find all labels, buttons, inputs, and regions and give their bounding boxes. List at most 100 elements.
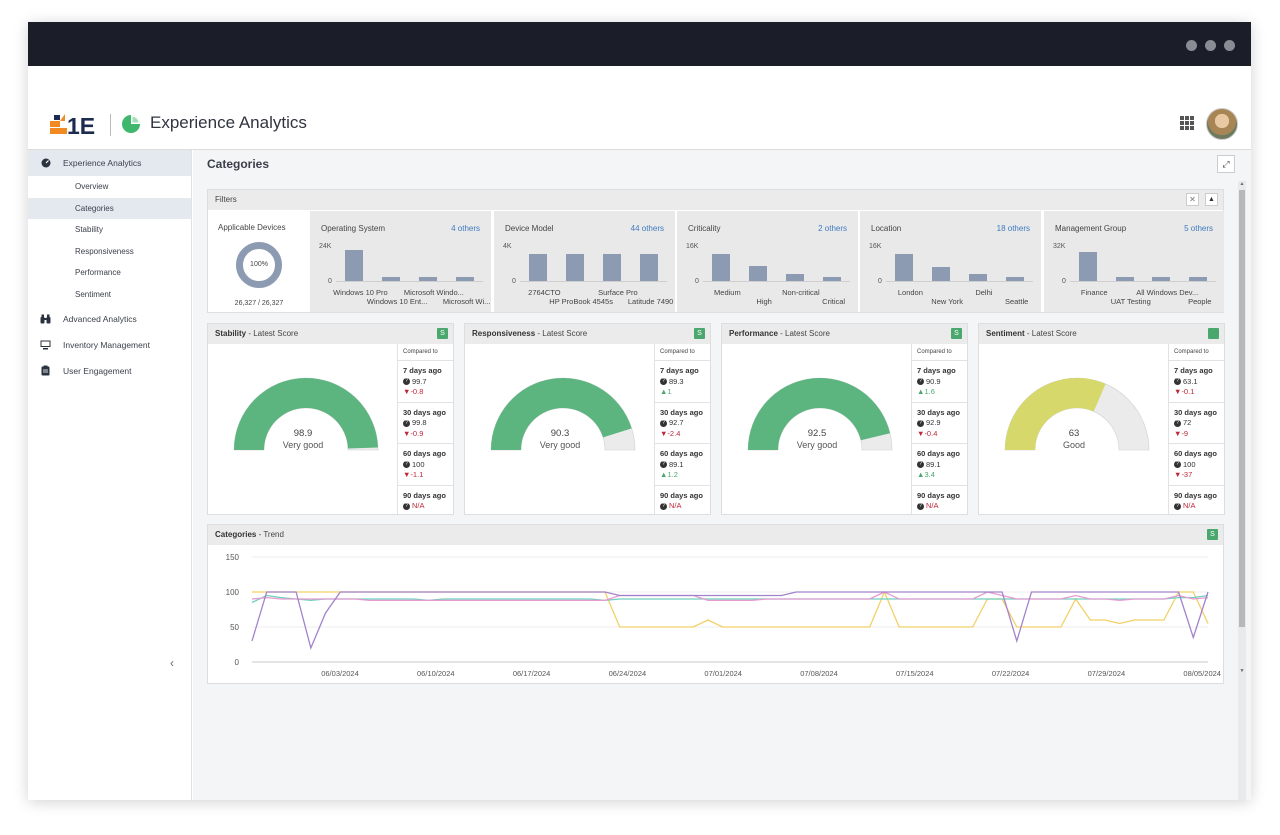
sidebar-item-user-engagement[interactable]: User Engagement: [28, 358, 191, 384]
info-icon[interactable]: ?: [660, 378, 667, 386]
filter-card[interactable]: Criticality 2 others 16K 0 Medium Non-critica…: [677, 211, 858, 312]
filter-bar[interactable]: [749, 265, 768, 281]
scrollbar-thumb[interactable]: [1239, 190, 1245, 627]
1e-logo[interactable]: 1E: [50, 112, 100, 136]
score-badge[interactable]: S: [951, 328, 962, 339]
window-menu-dots[interactable]: [1186, 40, 1235, 51]
info-icon[interactable]: ?: [660, 502, 667, 510]
filter-bar[interactable]: [602, 253, 621, 281]
info-icon[interactable]: ?: [1174, 378, 1181, 386]
filter-bar[interactable]: [382, 276, 401, 281]
sidebar-subitem-categories[interactable]: Categories: [28, 197, 191, 220]
filter-bar[interactable]: [1005, 276, 1024, 281]
info-icon[interactable]: ?: [1174, 502, 1181, 510]
sidebar-collapse-chevron-icon[interactable]: ‹: [170, 656, 174, 670]
info-icon[interactable]: ?: [917, 419, 924, 427]
sidebar-subitem-stability[interactable]: Stability: [75, 225, 104, 235]
info-icon[interactable]: ?: [403, 378, 410, 386]
sidebar-subitem-overview[interactable]: Overview: [75, 182, 109, 191]
vertical-scrollbar[interactable]: ▲ ▼: [1238, 181, 1246, 800]
filter-card[interactable]: Operating System 4 others 24K 0 Windows 10 P…: [310, 211, 491, 312]
info-icon[interactable]: ?: [660, 419, 667, 427]
filter-others-link[interactable]: 44 others: [630, 224, 664, 233]
clear-filters-icon[interactable]: ✕: [1186, 193, 1199, 206]
trend-badge[interactable]: S: [1207, 529, 1218, 540]
score-panel-stability: Stability - Latest Score S 98.9 Very good Co…: [207, 323, 454, 527]
filter-bar[interactable]: [455, 276, 474, 281]
filter-bar[interactable]: [968, 274, 987, 281]
filter-others-link[interactable]: 4 others: [451, 224, 480, 233]
filter-bar[interactable]: [712, 253, 731, 281]
expand-icon[interactable]: ⤢: [1217, 155, 1235, 173]
up-arrow-icon: ▲: [660, 470, 668, 479]
filter-ymin-label: 0: [695, 278, 699, 285]
filter-card[interactable]: Location 18 others 16K 0 London Delhi New York…: [860, 211, 1041, 312]
filter-bar[interactable]: [1188, 276, 1207, 281]
info-icon[interactable]: ?: [660, 461, 667, 469]
score-badge-icon[interactable]: [1208, 328, 1219, 339]
filter-ymax-label: 32K: [1053, 243, 1066, 250]
filter-bar[interactable]: [529, 253, 548, 281]
compared-row: 7 days ago? 89.3 ▲1: [655, 361, 710, 403]
change-up: ▲1.6: [917, 387, 935, 396]
compared-value-line: ? N/A: [917, 501, 967, 512]
user-avatar[interactable]: [1206, 108, 1238, 140]
filter-others-link[interactable]: 2 others: [818, 224, 847, 233]
info-icon[interactable]: ?: [1174, 461, 1181, 469]
filter-bar[interactable]: [822, 276, 841, 281]
filter-card[interactable]: Device Model 44 others 4K 0 2764CTO Surface P…: [494, 211, 675, 312]
compared-period: 90 days ago: [403, 490, 446, 500]
apps-grid-icon[interactable]: [1180, 116, 1194, 130]
filter-bar[interactable]: [1115, 276, 1134, 281]
applicable-devices-card[interactable]: Applicable Devices 100% 26,327 / 26,327: [209, 211, 309, 312]
compared-period: 30 days ago: [660, 407, 703, 417]
info-icon[interactable]: ?: [917, 378, 924, 386]
collapse-filters-icon[interactable]: ▲: [1205, 193, 1218, 206]
info-icon[interactable]: ?: [403, 461, 410, 469]
info-icon[interactable]: ?: [917, 461, 924, 469]
filter-others-link[interactable]: 5 others: [1184, 224, 1213, 233]
score-suffix: - Latest Score: [535, 329, 588, 338]
filter-card[interactable]: Management Group 5 others 32K 0 Finance All W…: [1044, 211, 1224, 312]
sidebar-subitem-sentiment[interactable]: Sentiment: [75, 289, 112, 299]
score-badge[interactable]: S: [694, 328, 705, 339]
info-icon[interactable]: ?: [403, 502, 410, 510]
compared-row: 30 days ago? 92.7 ▼-2.4: [655, 403, 710, 444]
scroll-up-arrow-icon[interactable]: ▲: [1239, 181, 1245, 187]
filter-bar-label: Surface Pro: [598, 288, 638, 297]
filter-bar-label: Windows 10 Ent...: [366, 297, 428, 306]
filter-bar[interactable]: [895, 253, 914, 281]
compared-row: 90 days ago? N/A: [398, 486, 453, 527]
sidebar-item-experience-analytics[interactable]: Experience Analytics: [28, 150, 191, 176]
filter-bar[interactable]: [566, 253, 585, 281]
sidebar-item-label: Experience Analytics: [63, 158, 142, 168]
info-icon[interactable]: ?: [1174, 419, 1181, 427]
sidebar-item-advanced-analytics[interactable]: Advanced Analytics: [28, 306, 191, 332]
filter-bar[interactable]: [1079, 252, 1098, 281]
info-icon[interactable]: ?: [403, 419, 410, 427]
filter-bar[interactable]: [418, 276, 437, 281]
sidebar-subitem-performance[interactable]: Performance: [75, 268, 121, 278]
filter-ymin-label: 0: [328, 278, 332, 285]
down-arrow-icon: ▼: [403, 428, 411, 438]
trend-series-line-0[interactable]: [252, 590, 1209, 628]
trend-series-line-2[interactable]: [251, 591, 1209, 602]
filter-bar-label: HP ProBook 4545s: [549, 297, 613, 306]
trend-series-line-1[interactable]: [251, 594, 1209, 604]
filter-others-link[interactable]: 18 others: [996, 224, 1030, 233]
x-tick-label: 08/05/2024: [1183, 669, 1221, 678]
filter-bar-label: All Windows Dev...: [1136, 288, 1199, 297]
filter-bar[interactable]: [932, 267, 951, 281]
filter-bar[interactable]: [785, 274, 804, 281]
score-badge[interactable]: S: [437, 328, 448, 339]
filter-bar[interactable]: [345, 250, 364, 281]
filter-bar[interactable]: [639, 253, 658, 281]
sidebar-item-inventory-management[interactable]: Inventory Management: [28, 332, 191, 358]
x-tick-label: 06/03/2024: [321, 669, 359, 678]
filter-bar[interactable]: [1152, 276, 1171, 281]
sidebar-subitem-responsiveness[interactable]: Responsiveness: [75, 246, 134, 256]
scroll-down-arrow-icon[interactable]: ▼: [1239, 668, 1245, 674]
filter-bars: [336, 250, 483, 282]
info-icon[interactable]: ?: [917, 502, 924, 510]
trend-series-line-3[interactable]: [251, 591, 1209, 651]
